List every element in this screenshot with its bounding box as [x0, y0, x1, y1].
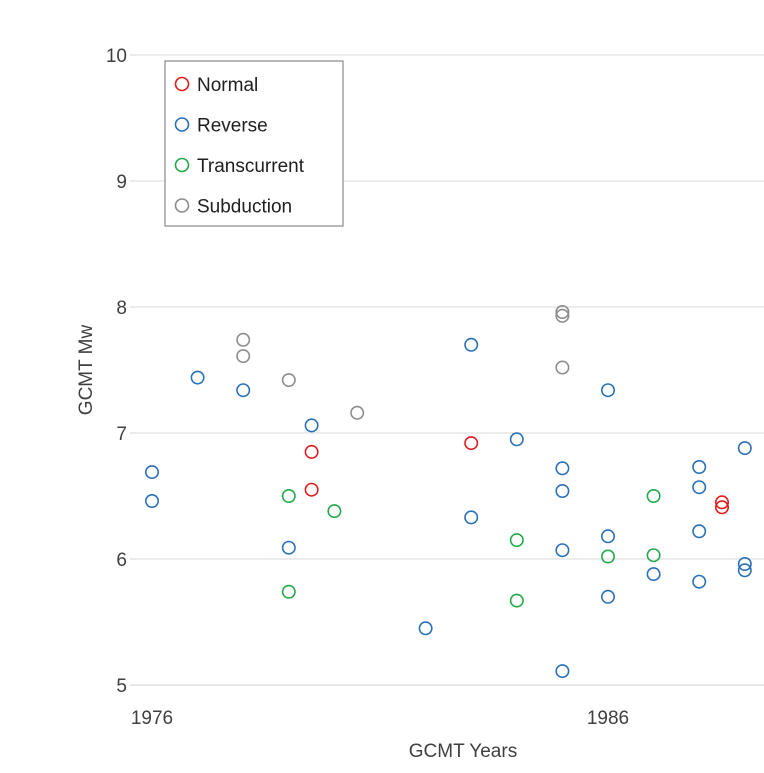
series-transcurrent — [281, 488, 661, 608]
data-point — [464, 337, 479, 352]
x-tick-labels: 19761986199620062016 — [131, 708, 629, 729]
data-point — [737, 556, 752, 571]
data-point — [600, 589, 615, 604]
data-point — [600, 529, 615, 544]
legend-label: Transcurrent — [197, 156, 305, 177]
data-point — [737, 441, 752, 456]
data-point — [145, 465, 160, 480]
data-point — [555, 543, 570, 558]
data-point — [692, 524, 707, 539]
data-point — [714, 495, 729, 510]
legend: Normal Reverse Transcurrent Subduction — [164, 60, 344, 227]
series-normal — [304, 436, 729, 515]
data-point — [646, 548, 661, 563]
x-tick-label: 1976 — [131, 708, 173, 729]
data-point — [600, 383, 615, 398]
y-tick-label: 9 — [116, 172, 127, 193]
y-tick-labels: 5 6 7 8 9 10 — [106, 46, 127, 697]
legend-items: Normal Reverse Transcurrent Subduction — [174, 75, 305, 218]
legend-marker — [174, 76, 190, 92]
data-point — [327, 504, 342, 519]
data-point — [555, 461, 570, 476]
series-reverse — [145, 337, 752, 679]
data-point — [464, 510, 479, 525]
legend-marker — [174, 198, 190, 213]
legend-box — [164, 60, 344, 227]
y-tick-label: 8 — [116, 298, 127, 319]
legend-label: Subduction — [197, 197, 292, 218]
y-axis-title: GCMT Mw — [76, 325, 97, 416]
data-point — [236, 383, 251, 398]
data-point — [737, 563, 752, 578]
data-point — [555, 360, 570, 375]
data-point — [714, 500, 729, 515]
data-point — [281, 373, 296, 388]
data-point — [350, 405, 365, 420]
data-point — [304, 482, 319, 497]
data-point — [418, 621, 433, 636]
data-points — [145, 304, 752, 679]
series-subduction — [236, 304, 570, 420]
data-point — [236, 332, 251, 347]
data-point — [281, 584, 296, 599]
y-tick-label: 10 — [106, 46, 127, 67]
x-axis-title: GCMT Years — [409, 741, 517, 762]
data-point — [692, 480, 707, 495]
data-point — [281, 540, 296, 555]
data-point — [692, 459, 707, 474]
y-tick-label: 6 — [116, 550, 127, 571]
data-point — [236, 349, 251, 364]
data-point — [304, 444, 319, 459]
legend-marker — [174, 117, 190, 132]
data-point — [281, 488, 296, 503]
legend-label: Reverse — [197, 116, 268, 137]
data-point — [600, 549, 615, 564]
data-point — [646, 488, 661, 503]
data-point — [145, 493, 160, 508]
data-point — [464, 436, 479, 451]
data-point — [555, 304, 570, 319]
y-tick-label: 7 — [116, 424, 127, 445]
data-point — [509, 432, 524, 447]
legend-marker — [174, 157, 190, 173]
legend-label: Normal — [197, 75, 258, 96]
y-tick-label: 5 — [116, 676, 127, 697]
data-point — [555, 308, 570, 323]
data-point — [646, 567, 661, 582]
data-point — [304, 418, 319, 433]
data-point — [509, 593, 524, 608]
x-tick-label: 1986 — [587, 708, 629, 729]
data-point — [555, 483, 570, 498]
data-point — [509, 533, 524, 548]
data-point — [190, 370, 205, 385]
data-point — [692, 574, 707, 589]
data-point — [555, 664, 570, 679]
